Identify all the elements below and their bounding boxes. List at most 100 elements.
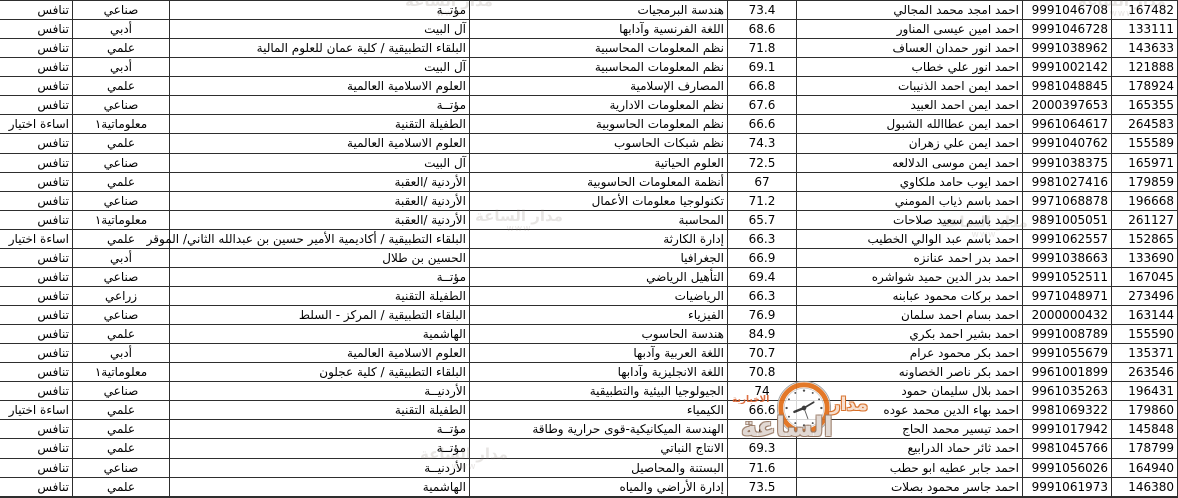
table-row: 263546 9961001899 احمد بكر ناصر الخصاونه…: [0, 362, 1178, 383]
cell-student-name: احمد جاسر محمود بصلات: [796, 476, 1023, 498]
cell-university: مؤتــة: [169, 438, 470, 459]
cell-university: الطفيلة التقنية: [169, 285, 470, 307]
cell-study-stream: أدبي: [72, 19, 170, 40]
cell-average-score: 67.6: [727, 95, 797, 116]
cell-major: الانتاج النباتي: [469, 438, 728, 459]
cell-study-stream: معلوماتية١: [72, 209, 170, 230]
cell-admission-status: تنافس: [0, 209, 73, 230]
cell-university: العلوم الاسلامية العالمية: [169, 76, 470, 97]
table-row: 152865 9991062557 احمد باسم عبد الوالي ا…: [0, 228, 1178, 249]
cell-major: إدارة الأراضي والمياه: [469, 476, 728, 498]
cell-admission-status: تنافس: [0, 457, 73, 478]
cell-average-score: 66.8: [727, 76, 797, 97]
cell-national-number: 9991061973: [1022, 476, 1112, 498]
cell-student-name: احمد انور علي خطاب: [796, 57, 1023, 78]
cell-national-number: 9971048971: [1022, 285, 1112, 307]
cell-university: العلوم الاسلامية العالمية: [169, 133, 470, 154]
cell-admission-status: تنافس: [0, 362, 73, 383]
cell-study-stream: زراعي: [72, 285, 170, 307]
cell-student-name: احمد ايمن موسى الدلالعه: [796, 152, 1023, 173]
cell-study-stream: أدبي: [72, 247, 170, 268]
cell-study-stream: علمي: [72, 419, 170, 440]
table-row: 167045 9991052511 احمد بدر الدين حميد شو…: [0, 266, 1178, 287]
cell-study-stream: علمي: [72, 324, 170, 345]
cell-student-name: احمد ايمن احمد العبيد: [796, 95, 1023, 116]
table-row: 179860 9981069322 احمد بهاء الدين محمد ع…: [0, 400, 1178, 421]
cell-university: الأردنية /العقبة: [169, 209, 470, 230]
table-row: 133111 9991046728 احمد امين عيسى المناور…: [0, 19, 1178, 40]
cell-study-stream: معلوماتية١: [72, 362, 170, 383]
cell-serial-number: 152865: [1111, 228, 1178, 249]
cell-university: العلوم الاسلامية العالمية: [169, 343, 470, 364]
cell-serial-number: 263546: [1111, 362, 1178, 383]
table-row: 179859 9981027416 احمد ايوب حامد ملكاوي …: [0, 171, 1178, 192]
cell-admission-status: تنافس: [0, 38, 73, 59]
cell-admission-status: اساءة اختيار: [0, 400, 73, 421]
cell-university: البلقاء التطبيقية / كلية عمان للعلوم الم…: [169, 38, 470, 59]
cell-study-stream: علمي: [72, 438, 170, 459]
table-row: 165971 9991038375 احمد ايمن موسى الدلالع…: [0, 152, 1178, 173]
cell-student-name: احمد ايمن احمد الذنيبات: [796, 76, 1023, 97]
cell-average-score: 74.3: [727, 133, 797, 154]
cell-major: المصارف الإسلامية: [469, 76, 728, 97]
cell-national-number: 9991056026: [1022, 457, 1112, 478]
cell-student-name: احمد باسم ذياب المومني: [796, 190, 1023, 211]
cell-major: العلوم الحياتية: [469, 152, 728, 173]
cell-university: مؤتــة: [169, 419, 470, 440]
cell-study-stream: معلوماتية١: [72, 114, 170, 135]
cell-admission-status: تنافس: [0, 304, 73, 326]
cell-university: آل البيت: [169, 152, 470, 173]
cell-serial-number: 164940: [1111, 457, 1178, 478]
cell-admission-status: تنافس: [0, 438, 73, 459]
table-row: 261127 9891005051 احمد باسم سعيد صلاحات …: [0, 209, 1178, 230]
cell-major: الكيمياء: [469, 400, 728, 421]
cell-national-number: 9991040762: [1022, 133, 1112, 154]
cell-admission-status: تنافس: [0, 190, 73, 211]
cell-major: نظم المعلومات الحاسوبية: [469, 114, 728, 135]
cell-student-name: احمد ايوب حامد ملكاوي: [796, 171, 1023, 192]
cell-admission-status: تنافس: [0, 19, 73, 40]
cell-national-number: 9981027416: [1022, 171, 1112, 192]
cell-average-score: 65.7: [727, 209, 797, 230]
cell-university: البلقاء التطبيقية / كلية عجلون: [169, 362, 470, 383]
cell-admission-status: اساءة اختيار: [0, 228, 73, 249]
cell-average-score: 74: [727, 381, 797, 402]
cell-national-number: 2000000432: [1022, 304, 1112, 326]
cell-national-number: 9991046708: [1022, 0, 1112, 21]
cell-serial-number: 196668: [1111, 190, 1178, 211]
cell-average-score: 67: [727, 171, 797, 192]
cell-admission-status: تنافس: [0, 324, 73, 345]
cell-university: آل البيت: [169, 19, 470, 40]
cell-study-stream: علمي: [72, 476, 170, 498]
cell-serial-number: 165355: [1111, 95, 1178, 116]
cell-national-number: 9991062557: [1022, 228, 1112, 249]
cell-student-name: احمد تيسير محمد الحاج: [796, 419, 1023, 440]
cell-admission-status: تنافس: [0, 343, 73, 364]
cell-serial-number: 121888: [1111, 57, 1178, 78]
cell-study-stream: علمي: [72, 133, 170, 154]
cell-serial-number: 155589: [1111, 133, 1178, 154]
cell-national-number: 9971068878: [1022, 190, 1112, 211]
table-row: 165355 2000397653 احمد ايمن احمد العبيد …: [0, 95, 1178, 116]
cell-national-number: 9991008789: [1022, 324, 1112, 345]
cell-national-number: 9891005051: [1022, 209, 1112, 230]
cell-average-score: 71.2: [727, 190, 797, 211]
cell-national-number: 9991038962: [1022, 38, 1112, 59]
cell-student-name: احمد باسم عبد الوالي الخطيب: [796, 228, 1023, 249]
cell-major: إدارة الكارثة: [469, 228, 728, 249]
cell-admission-status: تنافس: [0, 171, 73, 192]
cell-serial-number: 178924: [1111, 76, 1178, 97]
cell-major: الجغرافيا: [469, 247, 728, 268]
cell-student-name: احمد ايمن علي زهران: [796, 133, 1023, 154]
cell-serial-number: 261127: [1111, 209, 1178, 230]
table-row: 146380 9991061973 احمد جاسر محمود بصلات …: [0, 476, 1178, 498]
cell-average-score: 72.5: [727, 152, 797, 173]
cell-study-stream: صناعي: [72, 95, 170, 116]
cell-national-number: 9961001899: [1022, 362, 1112, 383]
cell-study-stream: علمي: [72, 171, 170, 192]
cell-serial-number: 165971: [1111, 152, 1178, 173]
cell-average-score: 66.6: [727, 114, 797, 135]
cell-major: الرياضيات: [469, 285, 728, 307]
cell-admission-status: تنافس: [0, 76, 73, 97]
cell-serial-number: 196431: [1111, 381, 1178, 402]
